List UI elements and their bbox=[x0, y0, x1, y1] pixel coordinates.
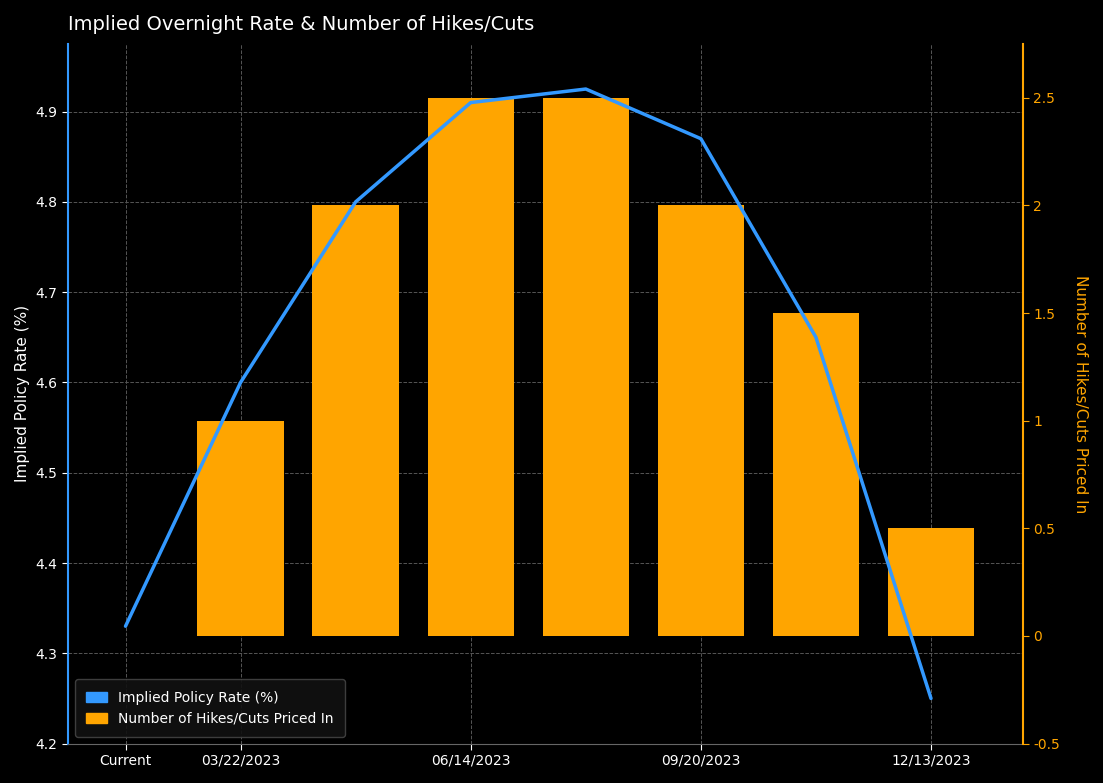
Bar bbox=[657, 205, 745, 636]
Bar bbox=[888, 529, 974, 636]
Bar bbox=[543, 98, 629, 636]
Text: Implied Overnight Rate & Number of Hikes/Cuts: Implied Overnight Rate & Number of Hikes… bbox=[68, 15, 534, 34]
Bar bbox=[197, 420, 283, 636]
Legend: Implied Policy Rate (%), Number of Hikes/Cuts Priced In: Implied Policy Rate (%), Number of Hikes… bbox=[75, 680, 344, 737]
Y-axis label: Implied Policy Rate (%): Implied Policy Rate (%) bbox=[15, 305, 30, 482]
Bar bbox=[428, 98, 514, 636]
Y-axis label: Number of Hikes/Cuts Priced In: Number of Hikes/Cuts Priced In bbox=[1073, 275, 1088, 513]
Bar bbox=[773, 313, 859, 636]
Bar bbox=[312, 205, 399, 636]
